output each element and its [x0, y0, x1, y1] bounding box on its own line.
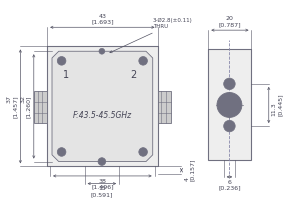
Bar: [158, 91, 171, 123]
Polygon shape: [52, 51, 153, 162]
Bar: [208, 49, 251, 160]
Text: 15
[0.591]: 15 [0.591]: [91, 186, 113, 197]
Text: 2: 2: [130, 70, 137, 80]
Circle shape: [226, 101, 233, 109]
Circle shape: [139, 57, 147, 65]
Circle shape: [224, 78, 235, 90]
Text: 37
[1.457]: 37 [1.457]: [7, 95, 17, 118]
Circle shape: [98, 158, 106, 165]
Text: 1: 1: [63, 70, 70, 80]
Circle shape: [221, 96, 238, 114]
Text: 3-Ø2.8(±0.11)
THRU: 3-Ø2.8(±0.11) THRU: [110, 18, 193, 53]
Circle shape: [224, 120, 235, 132]
Circle shape: [99, 48, 105, 54]
Text: 38
[1.496]: 38 [1.496]: [91, 179, 114, 190]
Circle shape: [217, 92, 242, 117]
Circle shape: [139, 148, 147, 156]
Circle shape: [57, 57, 66, 65]
Bar: [47, 46, 158, 166]
Text: 20
[0.787]: 20 [0.787]: [219, 16, 241, 27]
Text: 43
[1.693]: 43 [1.693]: [91, 14, 114, 24]
Text: 11.3
[0.445]: 11.3 [0.445]: [272, 94, 282, 116]
Text: 4
[0.157]: 4 [0.157]: [184, 159, 195, 181]
Text: 32
[1.260]: 32 [1.260]: [20, 95, 31, 118]
Circle shape: [57, 148, 66, 156]
Text: F:43.5-45.5GHz: F:43.5-45.5GHz: [73, 111, 132, 120]
Text: 6
[0.236]: 6 [0.236]: [218, 180, 241, 191]
Bar: [34, 91, 47, 123]
